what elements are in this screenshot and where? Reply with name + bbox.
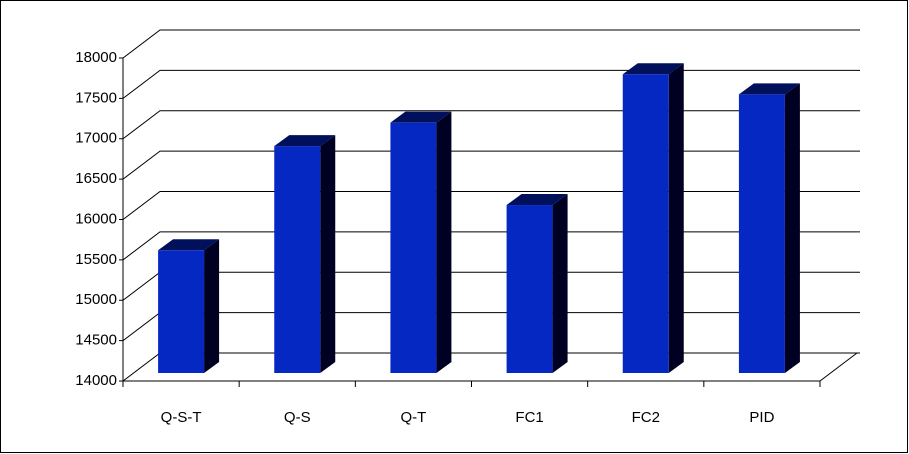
bar-front — [158, 250, 205, 373]
x-tick-label: PID — [749, 409, 774, 426]
bar-front — [274, 146, 321, 373]
bar-side — [552, 194, 568, 373]
bar-side — [320, 135, 336, 373]
x-tick-label: Q-T — [401, 409, 427, 426]
bar-front — [738, 94, 785, 373]
bar-top — [622, 63, 684, 75]
bar-side — [668, 63, 684, 373]
y-tick-label: 17000 — [75, 130, 117, 147]
bar-front — [622, 74, 669, 373]
bar — [274, 135, 336, 373]
bar — [622, 63, 684, 373]
grid-line — [122, 29, 860, 59]
bar-top — [506, 194, 568, 206]
x-tick-label: FC2 — [632, 409, 660, 426]
y-tick-label: 14000 — [75, 372, 117, 389]
y-tick-label: 16000 — [75, 210, 117, 227]
bar-top — [390, 111, 452, 123]
bar-side — [204, 239, 220, 373]
bar-top — [158, 239, 220, 251]
y-tick-label: 16500 — [75, 170, 117, 187]
bar-front — [506, 205, 553, 373]
x-tick-label: Q-S-T — [161, 409, 202, 426]
bar-top — [274, 135, 336, 147]
bar — [506, 194, 568, 373]
bar-top — [738, 83, 800, 95]
y-tick-label: 18000 — [75, 49, 117, 66]
grid-line — [122, 69, 860, 99]
y-tick-label: 15000 — [75, 291, 117, 308]
bar-side — [436, 111, 452, 374]
x-tick-label: FC1 — [515, 409, 543, 426]
y-tick-label: 17500 — [75, 89, 117, 106]
bar — [738, 83, 800, 373]
x-tick-label: Q-S — [284, 409, 311, 426]
bar-side — [784, 83, 800, 373]
y-tick-label: 14500 — [75, 332, 117, 349]
bar — [390, 111, 452, 374]
y-tick-label: 15500 — [75, 251, 117, 268]
bar-front — [390, 122, 437, 373]
bar — [158, 239, 220, 373]
